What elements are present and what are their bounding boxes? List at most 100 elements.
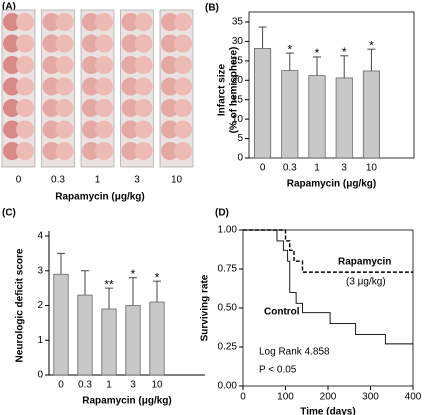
brain-slice (161, 142, 179, 160)
brain-slice (134, 13, 153, 31)
significance: * (315, 46, 320, 60)
bar (101, 308, 117, 376)
brain-slice (16, 77, 34, 96)
x-tick-label: 0.3 (78, 380, 92, 391)
brain-slice (161, 99, 179, 117)
brain-slice (161, 34, 179, 53)
y-tick-label: 3 (37, 265, 43, 276)
series-label: Control (264, 307, 300, 318)
panel-label: (B) (205, 3, 219, 14)
bar (281, 70, 299, 159)
brain-slice (16, 34, 34, 53)
y-axis-label: (% of hemisphere) (229, 47, 240, 134)
brain-slice (42, 120, 61, 139)
x-tick-label: 3 (341, 163, 347, 174)
x-tick-label: 3 (134, 175, 140, 186)
y-tick-label: 35 (232, 17, 244, 28)
x-tick-label: 200 (320, 392, 337, 403)
brain-slice (16, 56, 34, 74)
significance: * (155, 270, 160, 284)
brain-slice (134, 34, 153, 53)
x-tick-label: 1 (106, 380, 112, 391)
brain-slice (121, 142, 140, 160)
survival-line (243, 229, 413, 345)
significance: ** (104, 277, 114, 291)
bar (362, 70, 380, 159)
brain-slice (161, 77, 179, 96)
x-axis-label: Rapamycin (μg/kg) (82, 396, 171, 407)
brain-slice (95, 120, 113, 139)
x-tick-label: 0.3 (283, 163, 297, 174)
bar (77, 294, 93, 376)
y-tick-label: 0 (37, 370, 43, 381)
y-tick-label: 25 (232, 55, 244, 66)
x-axis-label: Rapamycin (μg/kg) (55, 192, 144, 203)
y-tick-label: 15 (232, 94, 244, 105)
x-tick-label: 10 (151, 380, 163, 391)
brain-slice (174, 120, 192, 139)
y-tick-label: 0.25 (218, 342, 238, 353)
brain-slice (3, 13, 21, 31)
y-tick-label: 0.50 (218, 303, 238, 314)
x-tick-label: 300 (362, 392, 379, 403)
y-axis-label: Neurologic deficit score (15, 248, 26, 362)
y-axis-label: Infarct size (217, 63, 228, 116)
x-tick-label: 10 (171, 175, 183, 186)
brain-slice (55, 142, 74, 160)
brain-slice (121, 120, 140, 139)
brain-slice (134, 77, 153, 96)
plot-frame (248, 11, 415, 159)
brain-slice (174, 142, 192, 160)
x-tick-label: 10 (366, 163, 378, 174)
brain-slice (134, 120, 153, 139)
x-tick-label: 400 (405, 392, 422, 403)
brain-slice (95, 34, 113, 53)
brain-slice (95, 142, 113, 160)
brain-slice (3, 120, 21, 139)
y-tick-label: 1.00 (218, 225, 238, 236)
brain-slice (42, 99, 61, 117)
brain-slice (121, 99, 140, 117)
brain-slice (82, 34, 100, 53)
significance: * (131, 267, 136, 281)
x-axis-label: Time (days) (300, 407, 355, 415)
annotation: P < 0.05 (259, 365, 297, 376)
x-tick-label: 0 (58, 380, 64, 391)
brain-slice (161, 56, 179, 74)
brain-slice (42, 56, 61, 74)
bar (335, 77, 353, 159)
brain-slice (42, 142, 61, 160)
brain-slice (121, 34, 140, 53)
bar (254, 48, 272, 159)
brain-slice (174, 34, 192, 53)
survival-line (243, 229, 413, 273)
brain-slice (16, 142, 34, 160)
brain-slice (16, 13, 34, 31)
x-tick-label: 0 (16, 175, 22, 186)
brain-slice (121, 77, 140, 96)
y-tick-label: 0 (237, 153, 243, 164)
brain-slice (121, 13, 140, 31)
brain-slice (55, 120, 74, 139)
brain-slice (55, 56, 74, 74)
brain-slice (174, 77, 192, 96)
brain-slice (82, 77, 100, 96)
series-label: Rapamycin (338, 257, 391, 268)
y-tick-label: 10 (232, 114, 244, 125)
brain-slice (134, 56, 153, 74)
panel-label: (C) (2, 208, 16, 219)
brain-slice (82, 142, 100, 160)
y-tick-label: 5 (237, 133, 243, 144)
brain-slice (95, 13, 113, 31)
brain-slice (55, 77, 74, 96)
significance: * (342, 45, 347, 59)
panel-label: (D) (215, 208, 229, 219)
brain-slice (3, 142, 21, 160)
annotation: (3 μg/kg) (346, 277, 386, 288)
y-tick-label: 4 (37, 231, 43, 242)
brain-slice (82, 99, 100, 117)
brain-slice (134, 99, 153, 117)
brain-slice (161, 13, 179, 31)
brain-slice (95, 56, 113, 74)
bar (149, 301, 165, 376)
